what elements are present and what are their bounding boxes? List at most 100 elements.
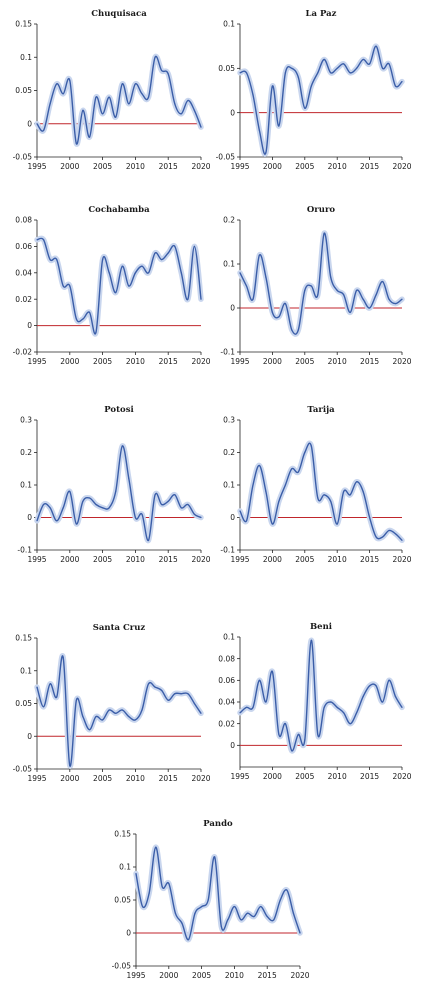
data-point <box>330 72 332 74</box>
y-tick-label: 0 <box>230 108 235 117</box>
data-point <box>128 103 130 105</box>
y-tick-label: 0.02 <box>15 295 32 304</box>
y-tick-label: 0.3 <box>223 416 235 425</box>
data-point <box>394 303 397 305</box>
x-tick-label: 2000 <box>60 162 79 171</box>
x-tick-label: 2015 <box>159 162 178 171</box>
data-point <box>388 529 390 532</box>
data-point <box>343 490 345 493</box>
y-tick-label: 0.1 <box>223 260 235 269</box>
data-point <box>375 294 377 296</box>
data-point <box>284 303 286 305</box>
data-point <box>102 719 104 721</box>
y-tick-label: 0.1 <box>20 666 32 675</box>
x-tick-label: 1995 <box>230 162 249 171</box>
data-point <box>297 733 299 736</box>
data-point <box>245 285 248 287</box>
x-tick-label: 2010 <box>126 357 145 366</box>
data-point <box>291 67 293 69</box>
data-point <box>174 245 176 247</box>
data-point <box>174 494 176 496</box>
data-point <box>134 516 136 519</box>
data-point <box>297 471 299 473</box>
data-point <box>62 657 64 659</box>
x-tick-label: 2015 <box>159 774 178 783</box>
x-tick-label: 2005 <box>295 772 314 781</box>
data-point <box>284 723 286 725</box>
data-point <box>193 702 195 705</box>
chart-pando: Pando -0.05 0 0.05 0.1 0.15 1995 2000 2005 2010 20… <box>112 819 310 980</box>
data-point <box>69 79 71 82</box>
data-point <box>291 468 293 470</box>
data-point <box>82 109 84 111</box>
data-point <box>343 712 345 714</box>
data-point <box>286 889 288 891</box>
data-point <box>273 919 275 921</box>
data-point <box>394 696 397 698</box>
data-point <box>115 712 117 714</box>
data-point <box>330 701 332 703</box>
data-point <box>36 123 38 125</box>
y-tick-label: 0.1 <box>223 481 235 490</box>
data-point <box>49 683 51 685</box>
data-point <box>88 497 91 499</box>
data-point <box>108 507 110 509</box>
data-point <box>108 272 110 274</box>
x-tick-label: 2020 <box>392 772 411 781</box>
chart-title: Pando <box>203 819 233 829</box>
data-point <box>193 245 195 247</box>
x-tick-label: 2005 <box>295 555 314 564</box>
data-point <box>115 116 117 118</box>
data-point <box>154 494 156 496</box>
data-point <box>121 445 123 447</box>
data-point <box>265 276 267 278</box>
x-tick-label: 2020 <box>191 162 210 171</box>
y-tick-label: 0.05 <box>15 86 32 95</box>
data-point <box>56 259 58 261</box>
data-point <box>141 709 143 711</box>
data-point <box>369 685 371 687</box>
data-point <box>75 523 77 525</box>
data-point <box>382 67 384 69</box>
x-tick-label: 2005 <box>295 162 314 171</box>
data-point <box>167 500 169 502</box>
data-point <box>56 83 58 85</box>
data-point <box>161 69 163 72</box>
data-point <box>187 503 189 506</box>
y-tick-label: 0.05 <box>218 64 235 73</box>
data-point <box>356 289 358 291</box>
data-point <box>278 733 280 736</box>
x-tick-label: 1995 <box>27 162 46 171</box>
data-point <box>253 915 255 918</box>
data-point <box>134 719 136 721</box>
data-point <box>258 129 260 131</box>
data-point <box>284 484 286 486</box>
series-line <box>239 232 403 335</box>
data-point <box>69 285 71 287</box>
x-tick-label: 2010 <box>126 555 145 564</box>
x-tick-label: 1995 <box>27 555 46 564</box>
data-point <box>271 85 273 87</box>
data-point <box>88 729 91 731</box>
data-point <box>317 497 319 499</box>
data-point <box>349 723 351 725</box>
chart-title: Tarija <box>307 405 335 415</box>
data-point <box>49 507 51 509</box>
y-tick-label: 0 <box>27 732 32 741</box>
data-point <box>323 494 325 496</box>
y-tick-label: 0.04 <box>15 268 32 277</box>
data-point <box>147 96 150 98</box>
confidence-band <box>237 43 405 157</box>
data-point <box>95 96 97 98</box>
data-point <box>284 72 286 74</box>
data-point <box>258 679 260 681</box>
y-tick-label: -0.1 <box>220 546 235 555</box>
data-point <box>369 63 371 65</box>
data-point <box>167 699 169 701</box>
data-point <box>187 939 190 941</box>
data-point <box>260 906 262 908</box>
data-point <box>187 298 189 300</box>
data-point <box>69 490 71 493</box>
confidence-band <box>237 440 405 544</box>
y-tick-label: -0.05 <box>13 153 33 162</box>
